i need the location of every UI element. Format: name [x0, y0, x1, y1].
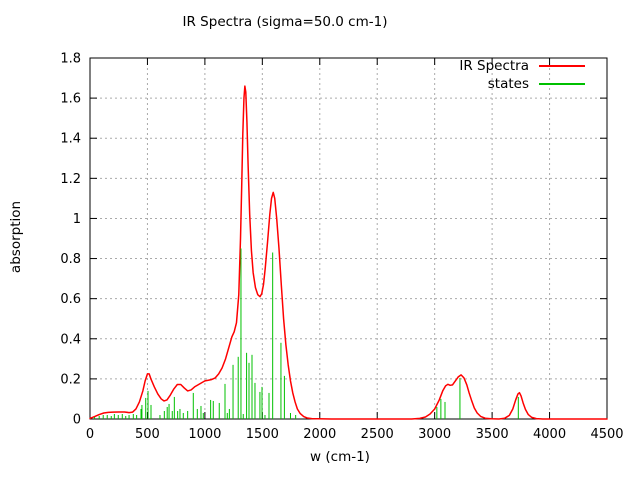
- svg-text:0.4: 0.4: [60, 332, 81, 347]
- svg-text:1.8: 1.8: [60, 52, 81, 67]
- svg-text:2000: 2000: [303, 427, 336, 442]
- svg-text:0: 0: [86, 427, 94, 442]
- x-tick-labels: 0 500 1000 1500 2000 2500 3000 3500 4000 4500: [86, 427, 624, 442]
- legend: IR Spectra states: [459, 57, 585, 93]
- x-axis-label: w (cm-1): [310, 449, 370, 465]
- states-impulses: [94, 248, 519, 419]
- legend-line-sample-red: [539, 65, 585, 67]
- legend-label: states: [487, 76, 529, 92]
- svg-text:500: 500: [135, 427, 160, 442]
- legend-line-sample-green: [539, 83, 585, 85]
- svg-text:4000: 4000: [533, 427, 566, 442]
- svg-text:1000: 1000: [188, 427, 221, 442]
- legend-label: IR Spectra: [459, 58, 529, 74]
- grid-lines: [90, 58, 607, 419]
- svg-text:1.2: 1.2: [60, 172, 81, 187]
- chart-title: IR Spectra (sigma=50.0 cm-1): [182, 14, 388, 30]
- tick-marks: [89, 57, 608, 420]
- y-tick-labels: 0 0.2 0.4 0.6 0.8 1 1.2 1.4 1.6 1.8: [60, 52, 81, 428]
- svg-text:0.6: 0.6: [60, 292, 81, 307]
- legend-item-states: states: [459, 75, 585, 93]
- plot-border: [89, 57, 608, 420]
- svg-text:3000: 3000: [418, 427, 451, 442]
- svg-text:1: 1: [73, 212, 81, 227]
- svg-text:0.2: 0.2: [60, 372, 81, 387]
- ir-spectra-curve: [89, 85, 608, 420]
- svg-text:1.6: 1.6: [60, 92, 81, 107]
- svg-text:4500: 4500: [590, 427, 623, 442]
- svg-text:2500: 2500: [361, 427, 394, 442]
- legend-item-ir-spectra: IR Spectra: [459, 57, 585, 75]
- svg-text:1500: 1500: [246, 427, 279, 442]
- svg-text:0: 0: [73, 413, 81, 428]
- svg-text:0.8: 0.8: [60, 252, 81, 267]
- svg-text:3500: 3500: [476, 427, 509, 442]
- svg-text:1.4: 1.4: [60, 132, 81, 147]
